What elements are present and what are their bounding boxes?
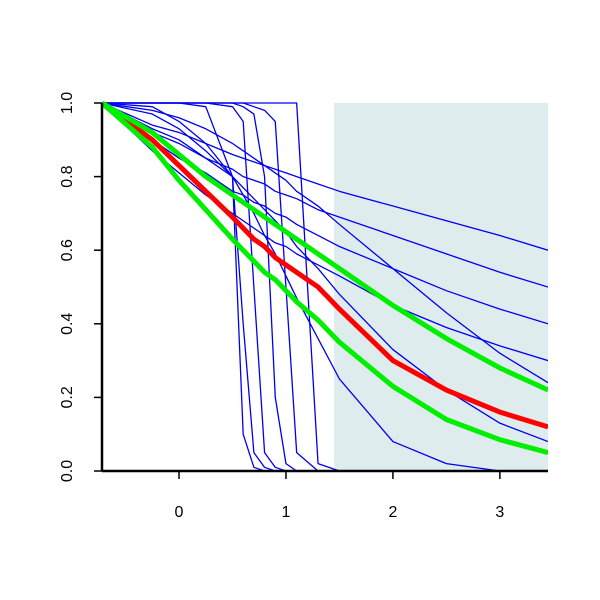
y-tick-label: 0.6 — [59, 239, 76, 261]
series-line — [102, 101, 548, 456]
series-line — [102, 102, 548, 362]
axes: 0 1 2 3 0.0 0.2 0.4 0.6 0.8 1.0 — [59, 92, 548, 521]
series-line — [102, 100, 548, 430]
y-tick-label: 0.4 — [59, 313, 76, 335]
y-tick-label: 0.2 — [59, 386, 76, 408]
y-tick-label: 0.8 — [59, 165, 76, 187]
series-line — [102, 102, 548, 251]
x-tick-label: 0 — [175, 504, 184, 521]
series-line — [102, 102, 548, 472]
y-tick-label: 1.0 — [59, 92, 76, 114]
plot-area — [102, 100, 548, 472]
series-line — [102, 102, 548, 384]
y-tick-label: 0.0 — [59, 460, 76, 482]
x-tick-label: 1 — [282, 504, 291, 521]
series-line — [102, 102, 548, 288]
x-tick-label: 2 — [388, 504, 397, 521]
series-line — [102, 102, 548, 443]
series-line — [102, 100, 548, 393]
x-tick-label: 3 — [495, 504, 504, 521]
